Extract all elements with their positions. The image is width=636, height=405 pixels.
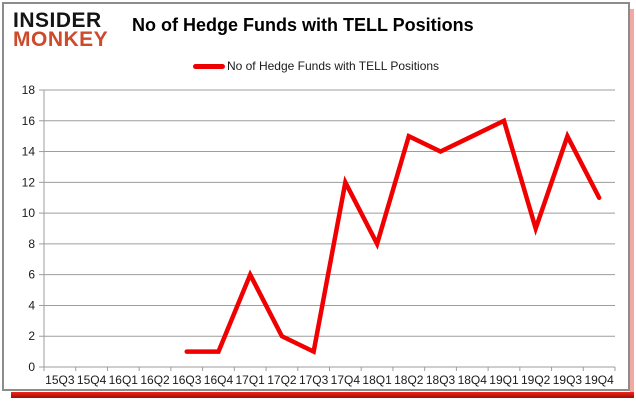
y-axis-label: 12 [22, 175, 36, 189]
x-axis-label: 18Q1 [362, 373, 392, 387]
x-axis-label: 18Q3 [426, 373, 456, 387]
red-shadow-bottom [11, 392, 634, 398]
x-axis-label: 16Q2 [140, 373, 170, 387]
x-axis-label: 18Q2 [394, 373, 424, 387]
x-axis-label: 16Q3 [172, 373, 202, 387]
x-axis-label: 19Q2 [521, 373, 551, 387]
x-axis-label: 17Q2 [267, 373, 297, 387]
x-axis-label: 15Q4 [77, 373, 107, 387]
x-axis-label: 19Q3 [553, 373, 583, 387]
y-axis-label: 2 [28, 329, 35, 343]
legend-line-marker-icon [192, 63, 225, 69]
x-axis-label: 16Q1 [109, 373, 139, 387]
x-axis-label: 17Q3 [299, 373, 329, 387]
x-axis-label: 17Q1 [236, 373, 266, 387]
x-axis-label: 19Q4 [584, 373, 614, 387]
y-axis-label: 14 [22, 145, 36, 159]
x-axis-label: 19Q1 [489, 373, 519, 387]
logo-monkey-text: MONKEY [13, 28, 109, 52]
insider-monkey-logo: INSIDER MONKEY [13, 9, 125, 52]
logo-insider-text: INSIDER [13, 9, 102, 32]
x-axis-label: 16Q4 [204, 373, 234, 387]
x-axis-label: 15Q3 [45, 373, 75, 387]
y-axis-label: 8 [28, 237, 35, 251]
chart-container: 0 2 4 6 8 10 12 14 16 18 15Q3 15Q4 16Q1 16Q2 16Q3 16Q4 1… [2, 2, 630, 391]
chart-title: No of Hedge Funds with TELL Positions [132, 15, 474, 35]
x-axis-label: 17Q4 [331, 373, 361, 387]
legend: No of Hedge Funds with TELL Positions [4, 59, 628, 73]
y-axis-label: 0 [28, 360, 35, 374]
red-shadow-right [630, 9, 634, 392]
y-axis-label: 16 [22, 114, 36, 128]
y-axis-label: 18 [22, 83, 36, 97]
series-line [184, 117, 602, 355]
y-axis-label: 10 [22, 206, 36, 220]
legend-label: No of Hedge Funds with TELL Positions [226, 59, 440, 73]
x-axis-label: 18Q4 [458, 373, 488, 387]
y-axis-label: 6 [28, 268, 35, 282]
y-axis-label: 4 [28, 298, 35, 312]
